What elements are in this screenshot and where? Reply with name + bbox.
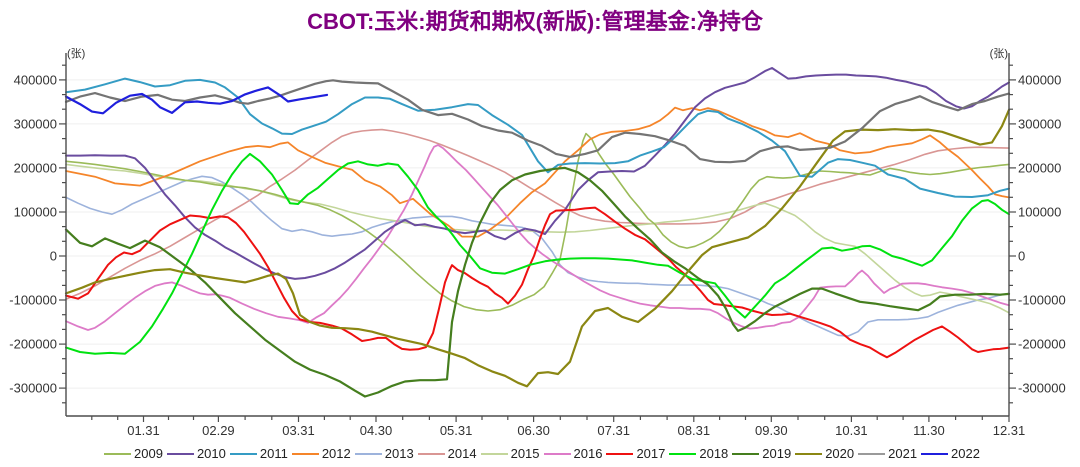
svg-text:200000: 200000 xyxy=(1018,160,1061,175)
svg-text:02.29: 02.29 xyxy=(202,423,235,438)
svg-text:400000: 400000 xyxy=(14,72,57,87)
svg-text:(张): (张) xyxy=(990,47,1008,60)
svg-text:100000: 100000 xyxy=(1018,205,1061,220)
svg-text:-100000: -100000 xyxy=(9,293,57,308)
svg-text:200000: 200000 xyxy=(14,160,57,175)
svg-text:12.31: 12.31 xyxy=(993,423,1026,438)
svg-text:04.30: 04.30 xyxy=(360,423,393,438)
svg-text:400000: 400000 xyxy=(1018,72,1061,87)
svg-text:0: 0 xyxy=(1018,249,1025,264)
svg-text:10.31: 10.31 xyxy=(835,423,868,438)
svg-text:06.30: 06.30 xyxy=(517,423,550,438)
svg-text:-200000: -200000 xyxy=(1018,337,1066,352)
svg-text:11.30: 11.30 xyxy=(913,423,945,438)
svg-text:-100000: -100000 xyxy=(1018,293,1066,308)
svg-text:100000: 100000 xyxy=(14,205,57,220)
svg-text:08.31: 08.31 xyxy=(678,423,711,438)
svg-text:0: 0 xyxy=(50,249,57,264)
svg-text:300000: 300000 xyxy=(1018,116,1061,131)
svg-text:300000: 300000 xyxy=(14,116,57,131)
svg-text:07.31: 07.31 xyxy=(597,423,630,438)
svg-text:-300000: -300000 xyxy=(1018,381,1066,396)
svg-text:01.31: 01.31 xyxy=(127,423,160,438)
svg-text:05.31: 05.31 xyxy=(440,423,473,438)
svg-text:(张): (张) xyxy=(67,47,85,60)
svg-text:-300000: -300000 xyxy=(9,381,57,396)
svg-text:03.31: 03.31 xyxy=(282,423,315,438)
svg-text:-200000: -200000 xyxy=(9,337,57,352)
svg-text:09.30: 09.30 xyxy=(755,423,788,438)
